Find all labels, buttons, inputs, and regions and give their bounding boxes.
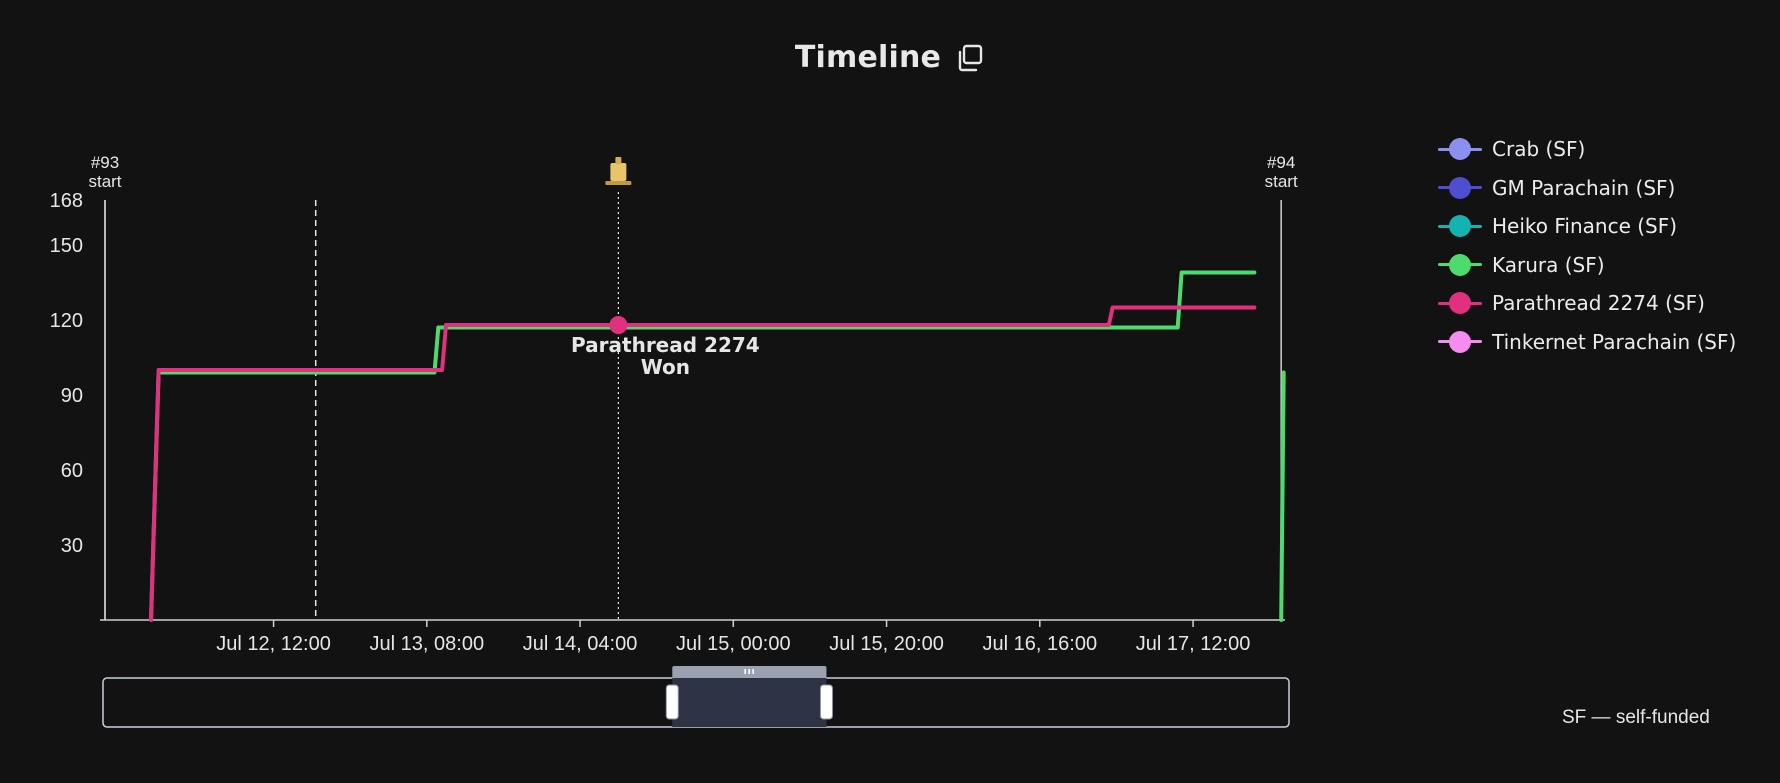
legend-item[interactable]: Crab (SF) (1438, 130, 1736, 169)
legend-swatch (1438, 330, 1482, 354)
legend-label: Crab (SF) (1492, 137, 1586, 162)
timeline-chart: 30 60 90 120 150 168 Jul 12, 12:00 Jul 13, 08:0… (50, 153, 1298, 728)
zoom-handle[interactable] (819, 684, 833, 720)
grip-icon (744, 669, 746, 674)
zoom-window (672, 678, 827, 727)
footnote: SF — self-funded (1562, 707, 1710, 728)
y-tick-label: 120 (50, 310, 83, 332)
marker-label: start (88, 172, 121, 191)
winner-label: Won (641, 355, 690, 379)
legend-item[interactable]: Heiko Finance (SF) (1438, 207, 1736, 246)
winner-label: Parathread 2274 (571, 333, 760, 357)
page-title: Timeline (794, 40, 942, 75)
legend-swatch (1438, 214, 1482, 238)
y-tick-label: 168 (50, 190, 83, 212)
x-tick-label: Jul 14, 04:00 (523, 633, 638, 655)
y-tick-label: 30 (61, 535, 83, 557)
copy-icon[interactable] (955, 43, 985, 73)
legend-swatch (1438, 137, 1482, 161)
zoom-handle[interactable] (665, 684, 679, 720)
x-tick-label: Jul 13, 08:00 (370, 633, 485, 655)
legend-label: Parathread 2274 (SF) (1492, 291, 1705, 316)
y-tick-label: 90 (61, 385, 83, 407)
marker-label: #93 (91, 153, 119, 172)
marker-label: start (1265, 172, 1298, 191)
x-tick-label: Jul 15, 00:00 (676, 633, 791, 655)
x-tick-label: Jul 15, 20:00 (829, 633, 944, 655)
chart-legend: Crab (SF) GM Parachain (SF) Heiko Finance … (1438, 130, 1736, 361)
series-line-parathread-2274-sf (149, 305, 1257, 622)
legend-swatch (1438, 291, 1482, 315)
legend-label: Heiko Finance (SF) (1492, 214, 1678, 239)
legend-item[interactable]: Tinkernet Parachain (SF) (1438, 323, 1736, 362)
series-line-karura-sf (1279, 370, 1286, 622)
legend-swatch (1438, 176, 1482, 200)
grip-icon (748, 669, 750, 674)
legend-label: Karura (SF) (1492, 252, 1605, 277)
chart-header: Timeline (0, 40, 1780, 75)
legend-item[interactable]: Parathread 2274 (SF) (1438, 284, 1736, 323)
x-tick-label: Jul 17, 12:00 (1136, 633, 1251, 655)
winner-point (609, 316, 628, 334)
legend-label: Tinkernet Parachain (SF) (1492, 329, 1737, 354)
grip-icon (752, 669, 754, 674)
x-tick-label: Jul 16, 16:00 (983, 633, 1098, 655)
auction-gavel-icon (605, 157, 632, 185)
legend-item[interactable]: GM Parachain (SF) (1438, 169, 1736, 208)
icon-part (605, 181, 632, 185)
x-tick-label: Jul 12, 12:00 (216, 633, 331, 655)
icon-part (615, 157, 622, 164)
marker-label: #94 (1267, 153, 1295, 172)
legend-item[interactable]: Karura (SF) (1438, 246, 1736, 285)
legend-swatch (1438, 253, 1482, 277)
y-tick-label: 60 (61, 460, 83, 482)
y-tick-label: 150 (50, 235, 83, 257)
icon-part (610, 163, 627, 181)
legend-label: GM Parachain (SF) (1492, 175, 1676, 200)
